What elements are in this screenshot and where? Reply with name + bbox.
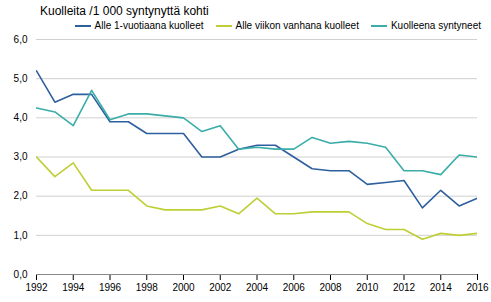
- svg-text:6,0: 6,0: [14, 34, 28, 45]
- svg-text:2000: 2000: [172, 282, 195, 293]
- svg-text:4,0: 4,0: [14, 112, 28, 123]
- svg-text:2012: 2012: [393, 282, 416, 293]
- html-text:Kuolleita /1 000 syntynyttä ko: Kuolleita /1 000 syntynyttä kohti: [40, 4, 209, 18]
- html-text:Alle viikon vanhana kuolleet: Alle viikon vanhana kuolleet: [235, 20, 359, 31]
- svg-text:2002: 2002: [209, 282, 232, 293]
- svg-text:2016: 2016: [466, 282, 489, 293]
- svg-text:2004: 2004: [246, 282, 269, 293]
- svg-text:1994: 1994: [62, 282, 85, 293]
- svg-text:1996: 1996: [99, 282, 122, 293]
- svg-text:1998: 1998: [136, 282, 159, 293]
- svg-text:2008: 2008: [319, 282, 342, 293]
- svg-text:0,0: 0,0: [14, 269, 28, 280]
- svg-text:2006: 2006: [283, 282, 306, 293]
- svg-text:2010: 2010: [356, 282, 379, 293]
- html-text:Alle 1-vuotiaana kuolleet: Alle 1-vuotiaana kuolleet: [94, 20, 204, 31]
- svg-text:1992: 1992: [25, 282, 48, 293]
- svg-text:2014: 2014: [430, 282, 453, 293]
- svg-text:5,0: 5,0: [14, 73, 28, 84]
- svg-text:3,0: 3,0: [14, 151, 28, 162]
- html-text:Kuolleena syntyneet: Kuolleena syntyneet: [390, 20, 481, 31]
- svg-text:1,0: 1,0: [14, 230, 28, 241]
- svg-text:2,0: 2,0: [14, 190, 28, 201]
